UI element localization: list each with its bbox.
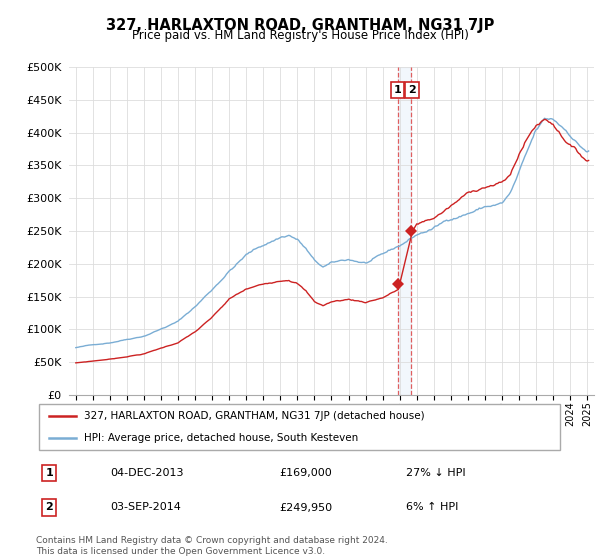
- Text: 2: 2: [46, 502, 53, 512]
- Text: 03-SEP-2014: 03-SEP-2014: [110, 502, 181, 512]
- Text: 04-DEC-2013: 04-DEC-2013: [110, 468, 184, 478]
- Text: 327, HARLAXTON ROAD, GRANTHAM, NG31 7JP: 327, HARLAXTON ROAD, GRANTHAM, NG31 7JP: [106, 18, 494, 33]
- Text: 327, HARLAXTON ROAD, GRANTHAM, NG31 7JP (detached house): 327, HARLAXTON ROAD, GRANTHAM, NG31 7JP …: [83, 411, 424, 421]
- Text: 2: 2: [408, 85, 416, 95]
- FancyBboxPatch shape: [38, 404, 560, 450]
- Text: £169,000: £169,000: [279, 468, 332, 478]
- Text: 1: 1: [394, 85, 401, 95]
- Text: 1: 1: [46, 468, 53, 478]
- Text: Price paid vs. HM Land Registry's House Price Index (HPI): Price paid vs. HM Land Registry's House …: [131, 29, 469, 42]
- Text: 27% ↓ HPI: 27% ↓ HPI: [406, 468, 465, 478]
- Text: Contains HM Land Registry data © Crown copyright and database right 2024.
This d: Contains HM Land Registry data © Crown c…: [36, 536, 388, 556]
- Text: £249,950: £249,950: [279, 502, 332, 512]
- Text: 6% ↑ HPI: 6% ↑ HPI: [406, 502, 458, 512]
- Bar: [398, 67, 411, 395]
- Text: HPI: Average price, detached house, South Kesteven: HPI: Average price, detached house, Sout…: [83, 433, 358, 443]
